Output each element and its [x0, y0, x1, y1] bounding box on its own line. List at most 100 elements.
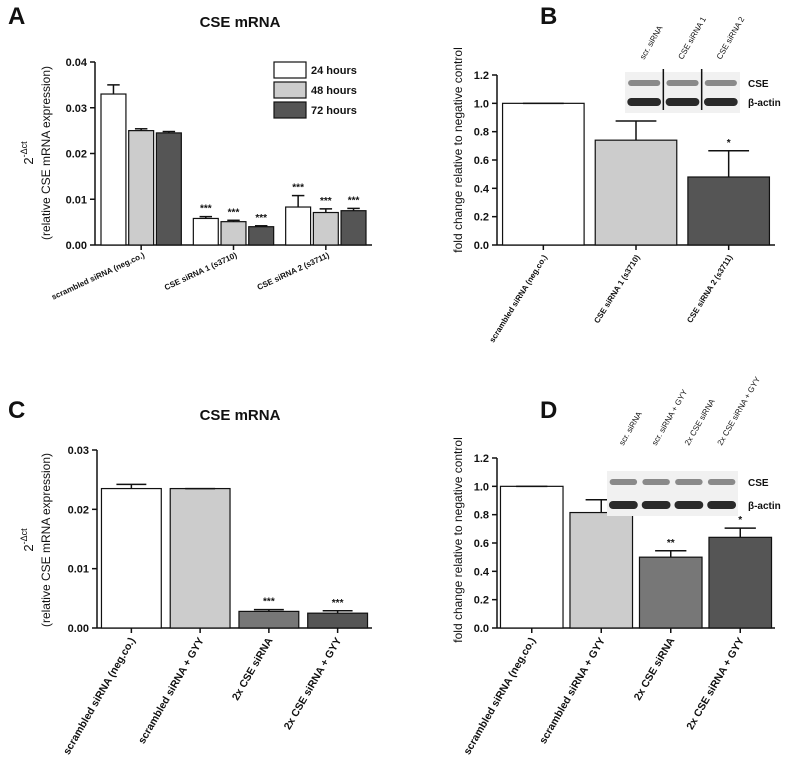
bar	[340, 210, 367, 246]
band-label: β-actin	[748, 501, 781, 512]
y-tick-label: 0.2	[474, 595, 489, 607]
bar	[708, 536, 773, 629]
band-label: CSE	[748, 478, 769, 489]
panel-letter: A	[8, 3, 25, 30]
legend-label: 72 hours	[311, 105, 357, 117]
y-axis-label: fold change relative to negative control	[451, 47, 465, 252]
x-tick-label: 2x CSE siRNA + GYY	[684, 636, 747, 732]
bar	[285, 206, 312, 246]
y-tick-label: 0.02	[66, 149, 87, 161]
y-axis-label: fold change relative to negative control	[451, 437, 465, 642]
lane-label: CSE siRNA 1	[676, 15, 708, 61]
bar	[169, 487, 231, 629]
x-tick-label: CSE siRNA 2 (s3711)	[256, 251, 331, 292]
cse-band	[704, 80, 737, 86]
bar	[155, 132, 182, 246]
lane-label: scr. siRNA	[638, 24, 665, 61]
bar	[220, 221, 247, 246]
chart-title: CSE mRNA	[200, 14, 281, 31]
significance: ***	[263, 597, 275, 608]
x-tick-label: scrambled siRNA (neg.co.)	[61, 636, 138, 757]
x-tick-label: scrambled siRNA + GYY	[537, 636, 608, 747]
actin-band	[608, 501, 638, 509]
y-tick-label: 1.0	[474, 481, 489, 493]
y-tick-label: 0.03	[66, 103, 87, 115]
legend-label: 24 hours	[311, 65, 357, 77]
bar	[499, 485, 564, 629]
x-tick-label: CSE siRNA 2 (s3711)	[685, 253, 734, 325]
actin-band	[707, 501, 737, 509]
y-axis-label-exponent: -Δct	[19, 141, 29, 158]
y-axis-label-base: 2	[21, 157, 36, 164]
actin-band	[665, 98, 700, 106]
legend-swatch	[273, 81, 307, 99]
cse-band	[628, 80, 661, 86]
y-axis-label-exponent: -Δct	[19, 528, 29, 545]
y-tick-label: 1.2	[474, 70, 489, 82]
bar	[501, 102, 585, 246]
y-tick-label: 1.0	[474, 98, 489, 110]
legend-swatch	[273, 61, 307, 79]
y-tick-label: 0.6	[474, 538, 489, 550]
significance: *	[738, 515, 742, 526]
y-tick-label: 0.04	[66, 57, 88, 69]
y-axis-label: (relative CSE mRNA expression)	[39, 66, 53, 240]
x-tick-label: scrambled siRNA + GYY	[136, 636, 207, 747]
legend-label: 48 hours	[311, 85, 357, 97]
y-tick-label: 0.0	[474, 240, 489, 252]
lane-label: 2x CSE siRNA + GYY	[716, 375, 763, 447]
y-tick-label: 1.2	[474, 453, 489, 465]
y-axis-label: (relative CSE mRNA expression)	[39, 453, 53, 627]
significance: ***	[320, 196, 332, 207]
lane-label: CSE siRNA 2	[715, 15, 747, 61]
bar	[687, 176, 771, 246]
panel-letter: B	[540, 3, 557, 30]
band-label: CSE	[748, 79, 769, 90]
panel-letter: C	[8, 397, 25, 424]
y-tick-label: 0.2	[474, 212, 489, 224]
cse-band	[666, 80, 699, 86]
y-axis-label: 2-Δct	[19, 141, 36, 165]
significance: ***	[228, 207, 240, 218]
bar	[248, 226, 275, 246]
y-tick-label: 0.03	[68, 445, 89, 457]
y-tick-label: 0.6	[474, 155, 489, 167]
significance: ***	[292, 183, 304, 194]
y-tick-label: 0.00	[66, 240, 87, 252]
y-tick-label: 0.8	[474, 127, 489, 139]
x-tick-label: scrambled siRNA (neg.co.)	[50, 251, 146, 302]
actin-band	[641, 501, 671, 509]
lane-label: scr. siRNA	[617, 410, 644, 447]
y-tick-label: 0.8	[474, 510, 489, 522]
bar	[128, 130, 155, 246]
x-tick-label: CSE siRNA 1 (s3710)	[163, 251, 239, 293]
x-tick-label: scrambled siRNA (neg.co.)	[488, 253, 550, 344]
blot-bg	[625, 72, 740, 113]
y-tick-label: 0.00	[68, 623, 89, 635]
x-tick-label: scrambled siRNA (neg.co.)	[461, 636, 538, 757]
cse-band	[642, 479, 670, 485]
actin-band	[627, 98, 662, 106]
cse-band	[675, 479, 703, 485]
actin-band	[674, 501, 704, 509]
significance: ***	[200, 204, 212, 215]
significance: ***	[332, 598, 344, 609]
significance: ***	[255, 213, 267, 224]
y-axis-label-base: 2	[21, 544, 36, 551]
cse-band	[707, 479, 736, 485]
bar	[307, 612, 369, 629]
y-tick-label: 0.02	[68, 504, 89, 516]
x-tick-label: 2x CSE siRNA + GYY	[282, 636, 345, 732]
x-tick-label: 2x CSE siRNA	[632, 635, 678, 703]
lane-label: 2x CSE siRNA	[683, 397, 717, 447]
x-tick-label: 2x CSE siRNA	[230, 635, 276, 703]
y-tick-label: 0.0	[474, 623, 489, 635]
bar	[569, 511, 634, 629]
y-tick-label: 0.01	[68, 564, 89, 576]
significance: **	[667, 538, 675, 549]
x-tick-label: CSE siRNA 1 (s3710)	[592, 253, 642, 325]
band-label: β-actin	[748, 98, 781, 109]
bar	[312, 211, 339, 246]
bar	[100, 487, 162, 629]
